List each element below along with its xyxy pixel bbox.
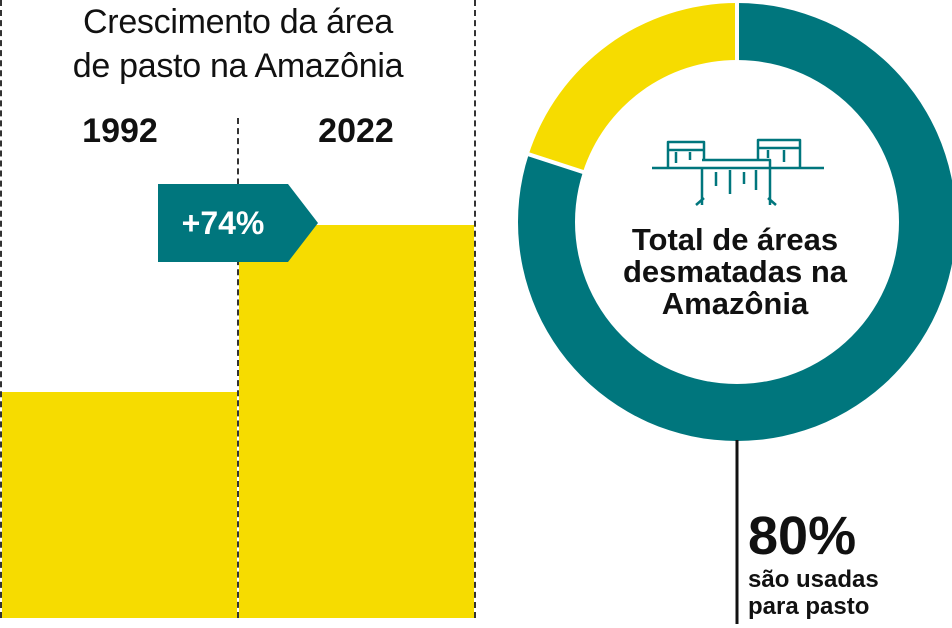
x-tick-label-2022: 2022: [318, 112, 394, 150]
bar-1992: [2, 392, 237, 618]
center-divider: [237, 118, 239, 618]
chart-title-line-1: Crescimento da área: [83, 3, 393, 41]
donut-center-label: Total de áreas desmatadas na Amazônia: [600, 224, 870, 320]
chart-title-line-2: de pasto na Amazônia: [72, 47, 404, 85]
percent-caption-line-2: para pasto: [748, 593, 870, 620]
donut-slice-separator: [526, 151, 586, 175]
left-border-divider: [0, 0, 2, 618]
percent-caption-line-1: são usadas: [748, 566, 879, 593]
donut-center-line-1: Total de áreas: [631, 222, 839, 257]
bar-2022: [239, 224, 474, 618]
percent-label: 80%: [748, 506, 857, 566]
right-border-divider: [474, 0, 476, 618]
growth-badge-label: +74%: [181, 204, 265, 241]
donut-center-line-3: Amazônia: [661, 286, 809, 321]
x-tick-label-1992: 1992: [82, 112, 158, 150]
badge-arrow-shape: [158, 184, 318, 262]
donut-center-line-2: desmatadas na: [623, 254, 847, 289]
percent-caption: são usadas para pasto: [748, 566, 879, 620]
donut-slice-other: [528, 3, 737, 172]
chart-title: Crescimento da área de pasto na Amazônia: [0, 0, 476, 88]
